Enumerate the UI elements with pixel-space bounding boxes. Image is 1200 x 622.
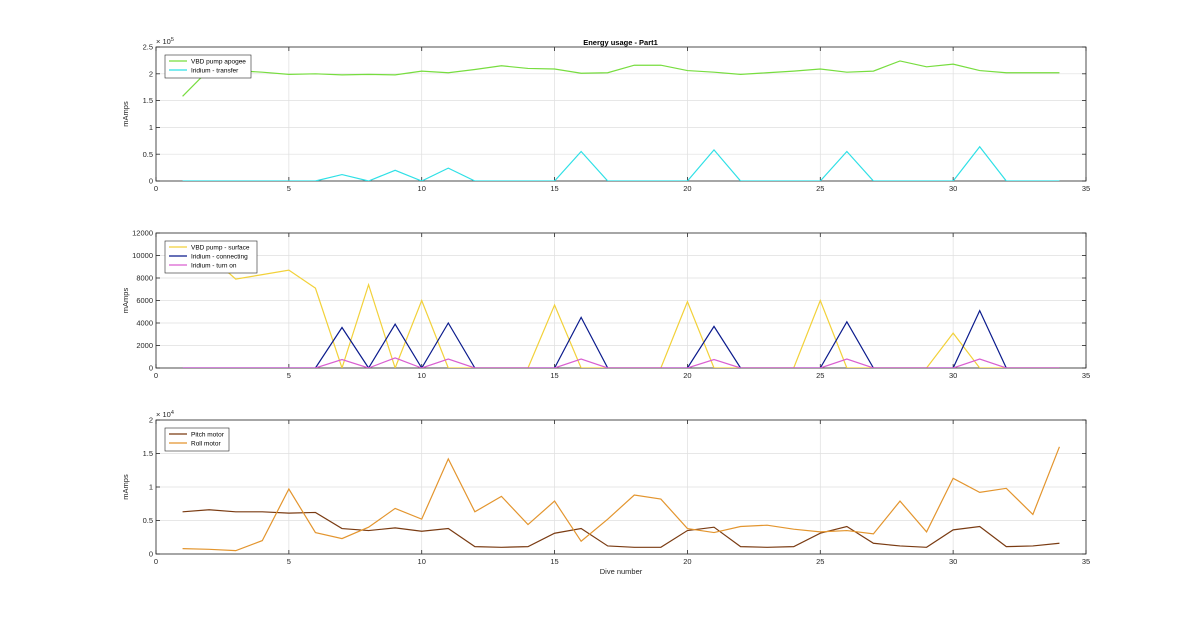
x-tick-label: 30 <box>949 184 957 193</box>
chart-title: Energy usage - Part1 <box>583 38 658 47</box>
y-tick-label: 0 <box>149 550 153 559</box>
x-tick-label: 15 <box>550 184 558 193</box>
y-tick-label: 10000 <box>132 251 153 260</box>
legend-label: Roll motor <box>191 440 221 447</box>
legend-label: VBD pump apogee <box>191 58 246 65</box>
y-tick-label: 2 <box>149 69 153 78</box>
x-tick-label: 35 <box>1082 557 1090 566</box>
y-exponent-label: × 104 <box>156 410 174 419</box>
series-line-2 <box>182 145 1060 181</box>
series-line-1 <box>182 60 1060 97</box>
x-tick-label: 25 <box>816 371 824 380</box>
x-tick-label: 20 <box>683 184 691 193</box>
y-exponent-base: × 10 <box>156 37 171 46</box>
series-line-1 <box>182 243 1060 368</box>
y-tick-label: 0 <box>149 177 153 186</box>
series-line-2 <box>182 446 1060 552</box>
x-tick-label: 0 <box>154 371 158 380</box>
y-axis-label: mAmps <box>121 288 130 314</box>
legend-box <box>164 240 258 274</box>
x-tick-label: 15 <box>550 557 558 566</box>
x-tick-label: 35 <box>1082 371 1090 380</box>
y-tick-label: 4000 <box>136 319 153 328</box>
y-tick-label: 1.5 <box>143 96 153 105</box>
x-tick-label: 30 <box>949 557 957 566</box>
y-tick-label: 2 <box>149 416 153 425</box>
series-line-2 <box>182 309 1060 368</box>
y-axis-label: mAmps <box>121 474 130 500</box>
y-tick-label: 0.5 <box>143 150 153 159</box>
y-tick-label: 2.5 <box>143 43 153 52</box>
series-group <box>182 60 1060 181</box>
x-tick-label: 5 <box>287 371 291 380</box>
x-tick-label: 20 <box>683 371 691 380</box>
x-tick-label: 30 <box>949 371 957 380</box>
x-tick-label: 35 <box>1082 184 1090 193</box>
energy-plot-3: 0 5 10 15 20 25 30 35 0 0.5 1 1.5 2× 104 mAmps Dive nu… <box>121 410 1090 576</box>
series-group <box>182 243 1060 368</box>
legend: VBD pump - surface Iridium - connecting Ir… <box>164 240 258 274</box>
x-tick-label: 0 <box>154 557 158 566</box>
axes-box <box>155 46 1087 182</box>
legend-label: Iridium - connecting <box>191 253 248 260</box>
y-exponent-power: 4 <box>171 410 174 416</box>
y-tick-label: 12000 <box>132 229 153 238</box>
x-tick-label: 10 <box>418 557 426 566</box>
legend-label: VBD pump - surface <box>191 244 250 251</box>
series-line-1 <box>182 509 1060 548</box>
legend-label: Iridium - turn on <box>191 262 237 269</box>
y-exponent-power: 5 <box>171 37 174 43</box>
energy-plot-2: 0 5 10 15 20 25 30 35 0 2000 4000 6000 8000 10000 1200… <box>121 229 1090 380</box>
y-exponent-base: × 10 <box>156 410 171 419</box>
y-tick-label: 1 <box>149 123 153 132</box>
x-tick-label: 5 <box>287 184 291 193</box>
x-tick-label: 25 <box>816 557 824 566</box>
y-tick-label: 2000 <box>136 341 153 350</box>
y-axis-label: mAmps <box>121 101 130 127</box>
x-tick-label: 15 <box>550 371 558 380</box>
legend-label: Pitch motor <box>191 431 225 438</box>
x-axis-label: Dive number <box>600 567 643 576</box>
series-line-3 <box>182 357 1060 368</box>
y-tick-label: 0 <box>149 364 153 373</box>
y-tick-label: 0.5 <box>143 516 153 525</box>
y-tick-label: 1.5 <box>143 449 153 458</box>
legend: VBD pump apogee Iridium - transfer <box>164 54 252 79</box>
x-tick-label: 5 <box>287 557 291 566</box>
x-tick-label: 10 <box>418 184 426 193</box>
legend: Pitch motor Roll motor <box>164 427 230 452</box>
x-tick-label: 25 <box>816 184 824 193</box>
x-tick-label: 20 <box>683 557 691 566</box>
axes-box <box>155 419 1087 555</box>
x-tick-label: 0 <box>154 184 158 193</box>
x-tick-label: 10 <box>418 371 426 380</box>
y-tick-label: 8000 <box>136 274 153 283</box>
y-tick-label: 6000 <box>136 296 153 305</box>
y-tick-label: 1 <box>149 483 153 492</box>
series-group <box>182 446 1060 552</box>
legend-label: Iridium - transfer <box>191 67 239 74</box>
y-exponent-label: × 105 <box>156 37 174 46</box>
